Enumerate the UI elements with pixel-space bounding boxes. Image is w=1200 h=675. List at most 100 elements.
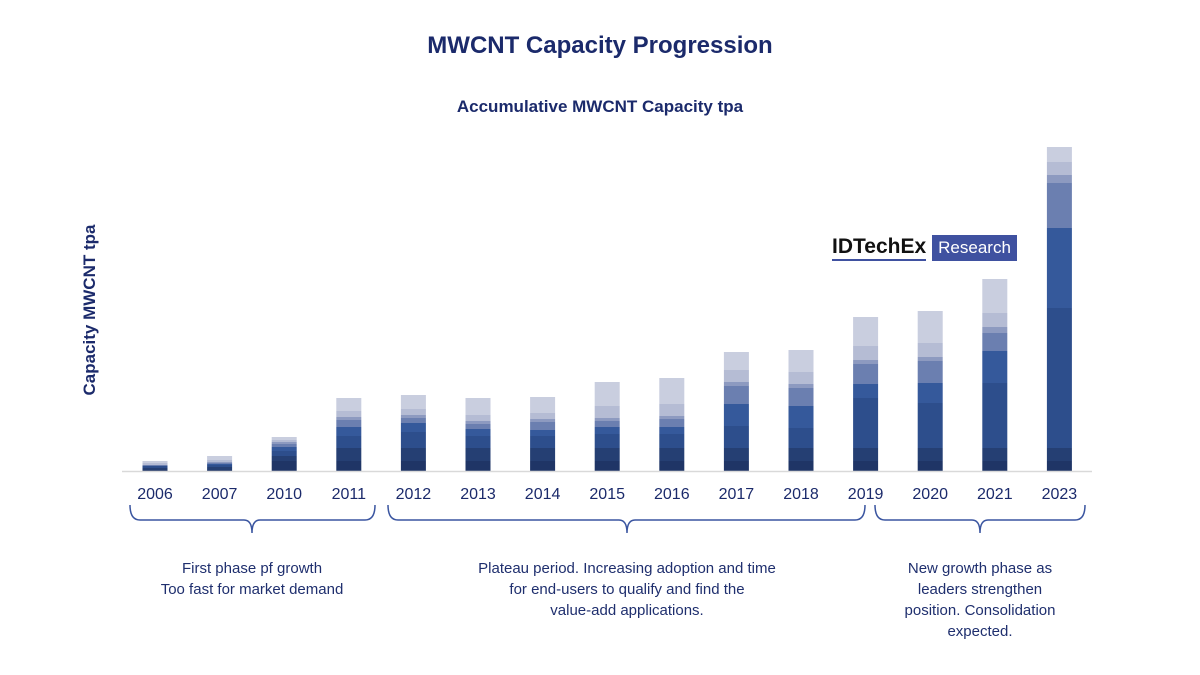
bar-segment-2020-1 <box>917 448 943 461</box>
bar-segment-2018-0 <box>788 461 814 471</box>
bar-segment-2018-4 <box>788 388 814 406</box>
logo-tag: Research <box>932 235 1017 261</box>
bar-segment-2013-2 <box>465 436 491 448</box>
annotation-2: Plateau period. Increasing adoption and … <box>437 558 817 621</box>
chart-subtitle: Accumulative MWCNT Capacity tpa <box>456 97 744 116</box>
bar-segment-2023-5 <box>1046 175 1072 183</box>
bar-segment-2010-7 <box>271 437 297 440</box>
x-tick-label: 2015 <box>589 486 625 503</box>
bar-segment-2012-5 <box>400 415 426 418</box>
bar-segment-2013-5 <box>465 421 491 424</box>
bar-segment-2011-5 <box>336 417 362 420</box>
bar-segment-2019-7 <box>853 317 879 346</box>
x-tick-label: 2020 <box>912 486 948 503</box>
bar-segment-2023-6 <box>1046 162 1072 175</box>
bar-segment-2018-5 <box>788 384 814 388</box>
annotation-1: First phase pf growth Too fast for market… <box>122 558 382 600</box>
bar-segment-2016-5 <box>659 416 685 419</box>
bar-segment-2023-0 <box>1046 461 1072 471</box>
bar-segment-2010-2 <box>271 451 297 456</box>
bar-segment-2014-7 <box>530 397 556 413</box>
bar-segment-2015-3 <box>594 427 620 434</box>
bar-segment-2010-5 <box>271 442 297 444</box>
bar-segment-2017-4 <box>723 386 749 404</box>
bar-segment-2021-5 <box>982 327 1008 333</box>
chart-title: MWCNT Capacity Progression <box>427 32 773 59</box>
bar-segment-2015-5 <box>594 418 620 421</box>
annotation-line: Plateau period. Increasing adoption and … <box>478 560 776 577</box>
x-tick-label: 2010 <box>266 486 302 503</box>
x-tick-label: 2006 <box>137 486 173 503</box>
idtechex-logo: IDTechEx Research <box>832 234 1017 262</box>
bar-segment-2011-2 <box>336 436 362 448</box>
annotation-line: leaders strengthen <box>917 581 1043 598</box>
bar-segment-2015-0 <box>594 461 620 471</box>
bar-segment-2011-7 <box>336 398 362 411</box>
x-tick-label: 2018 <box>783 486 819 503</box>
x-tick-label: 2019 <box>848 486 884 503</box>
bar-segment-2006-4 <box>142 465 168 466</box>
bar-segment-2016-1 <box>659 448 685 461</box>
brace-2019-2023 <box>874 504 1086 534</box>
bar-segment-2016-7 <box>659 378 685 404</box>
bar-segment-2023-3 <box>1046 228 1072 308</box>
bar-segment-2019-5 <box>853 360 879 364</box>
bar-segment-2021-6 <box>982 313 1008 327</box>
bar-segment-2013-3 <box>465 429 491 436</box>
x-tick-label: 2021 <box>977 486 1013 503</box>
bar-segment-2016-2 <box>659 434 685 448</box>
bar-segment-2013-0 <box>465 461 491 471</box>
bar-segment-2012-6 <box>400 409 426 415</box>
bar-segment-2013-1 <box>465 448 491 461</box>
bar-segment-2021-7 <box>982 279 1008 313</box>
bar-segment-2020-2 <box>917 403 943 448</box>
bar-segment-2015-2 <box>594 434 620 448</box>
annotation-line: position. Consolidation <box>904 602 1056 619</box>
bar-segment-2018-1 <box>788 448 814 461</box>
bar-segment-2010-0 <box>271 461 297 471</box>
bar-segment-2019-4 <box>853 364 879 384</box>
brace-2012-2019 <box>387 504 866 534</box>
bar-segment-2006-1 <box>142 468 168 470</box>
bar-segment-2020-3 <box>917 383 943 403</box>
bar-segment-2017-5 <box>723 382 749 386</box>
bar-segment-2019-2 <box>853 398 879 448</box>
annotation-line: Too fast for market demand <box>160 581 344 598</box>
bar-segment-2018-3 <box>788 406 814 428</box>
bar-segment-2011-6 <box>336 411 362 417</box>
bar-segment-2015-6 <box>594 406 620 418</box>
annotation-line: value-add applications. <box>550 602 704 619</box>
annotation-3: New growth phase as leaders strengthen pos… <box>880 558 1080 642</box>
bar-segment-2017-6 <box>723 370 749 382</box>
bar-segment-2010-6 <box>271 440 297 442</box>
bar-segment-2017-2 <box>723 426 749 448</box>
bar-segment-2018-7 <box>788 350 814 372</box>
bar-segment-2017-0 <box>723 461 749 471</box>
x-tick-label: 2016 <box>654 486 690 503</box>
bar-segment-2020-5 <box>917 357 943 361</box>
bar-segment-2018-6 <box>788 372 814 384</box>
bar-segment-2017-3 <box>723 404 749 426</box>
x-tick-label: 2014 <box>525 486 561 503</box>
annotation-line: First phase pf growth <box>181 560 323 577</box>
bar-segment-2017-1 <box>723 448 749 461</box>
bar-segment-2014-0 <box>530 461 556 471</box>
bar-segment-2016-6 <box>659 404 685 416</box>
bar-segment-2010-3 <box>271 447 297 451</box>
x-tick-label: 2013 <box>460 486 496 503</box>
bar-segment-2016-3 <box>659 427 685 434</box>
bar-segment-2012-2 <box>400 432 426 448</box>
x-tick-label: 2011 <box>332 486 367 503</box>
bar-segment-2011-0 <box>336 461 362 471</box>
bar-segment-2018-2 <box>788 428 814 448</box>
bar-segment-2011-1 <box>336 448 362 461</box>
annotation-line: expected. <box>947 623 1013 640</box>
bar-segment-2010-4 <box>271 444 297 447</box>
bar-segment-2014-6 <box>530 413 556 419</box>
bar-segment-2014-2 <box>530 436 556 448</box>
bar-segment-2006-7 <box>142 461 168 463</box>
bar-segment-2012-0 <box>400 461 426 471</box>
bar-segment-2021-4 <box>982 333 1008 351</box>
bar-segment-2021-3 <box>982 351 1008 383</box>
